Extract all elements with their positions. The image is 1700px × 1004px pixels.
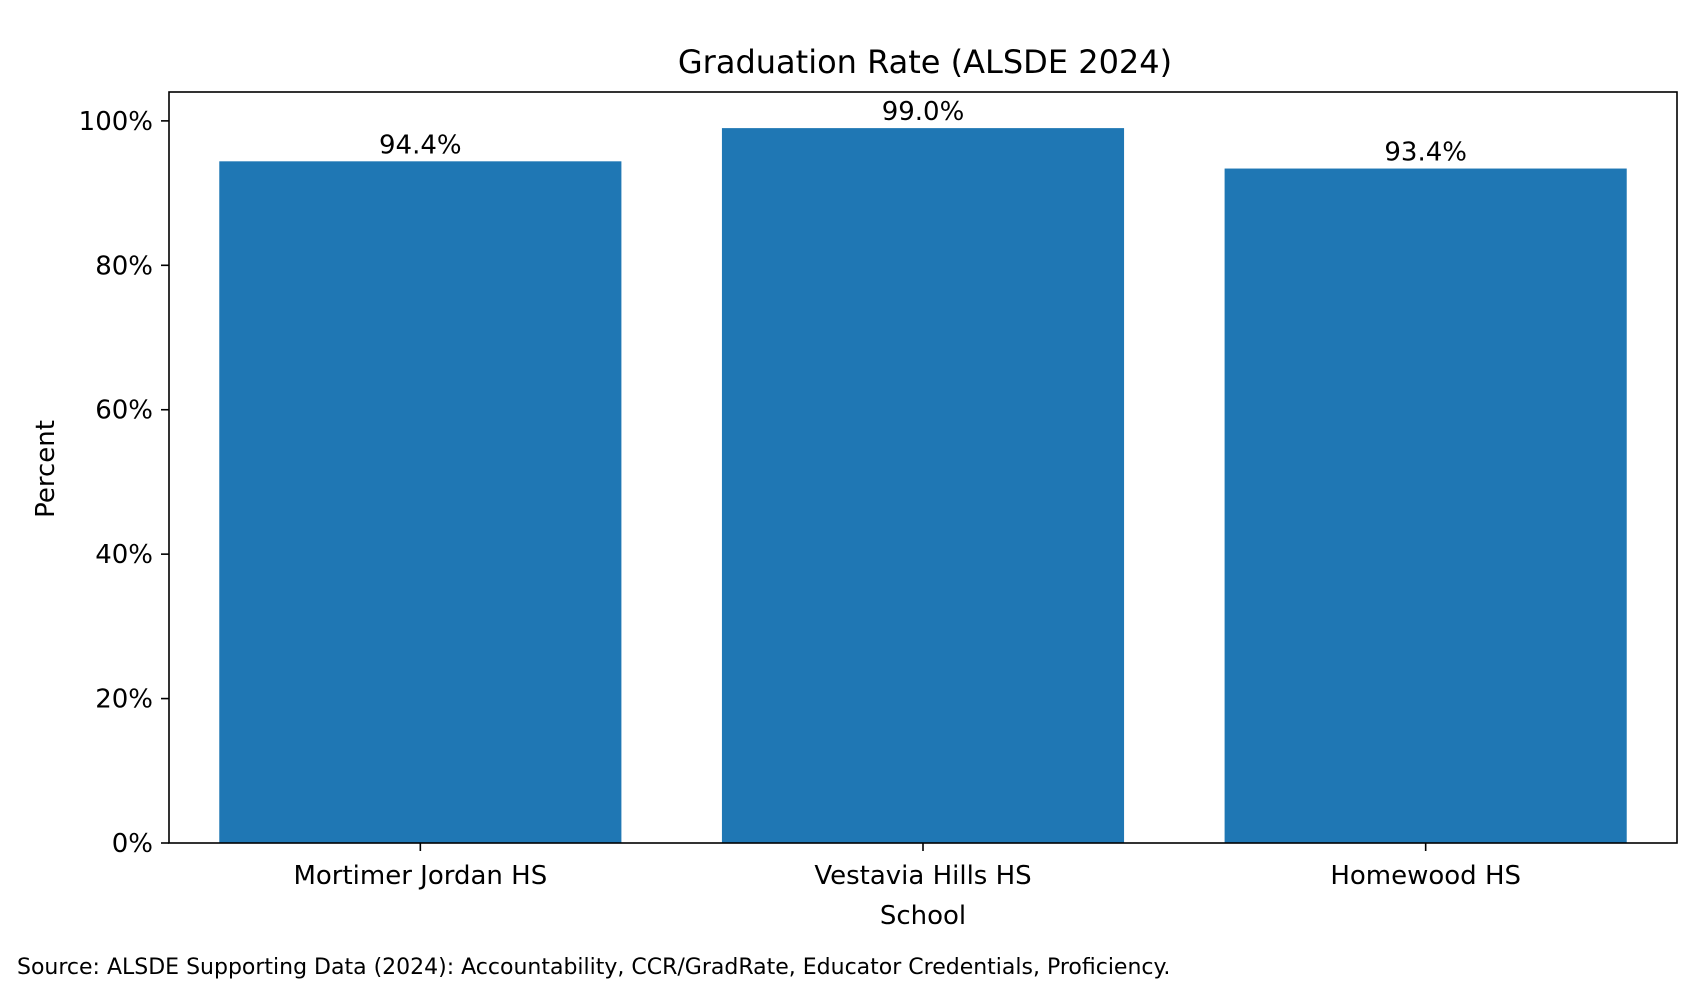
- bar-0: [219, 161, 622, 843]
- bars-layer: [219, 128, 1627, 844]
- y-tick-label-5: 100%: [79, 107, 153, 137]
- bar-1: [721, 128, 1125, 844]
- x-axis-label: School: [880, 901, 966, 931]
- source-note: Source: ALSDE Supporting Data (2024): Ac…: [17, 955, 1171, 980]
- y-axis: 0% 20% 40% 60% 80% 100%: [79, 107, 169, 859]
- bar-value-label-1: 99.0%: [882, 97, 965, 127]
- x-tick-label-2: Homewood HS: [1330, 861, 1521, 891]
- plot-frame: [168, 91, 1678, 844]
- x-tick-label-1: Vestavia Hills HS: [814, 861, 1031, 891]
- bar-value-label-2: 93.4%: [1384, 138, 1467, 168]
- y-tick-label-1: 20%: [95, 685, 153, 715]
- x-axis: Mortimer Jordan HS Vestavia Hills HS Homew…: [293, 843, 1521, 891]
- x-tick-label-0: Mortimer Jordan HS: [293, 861, 547, 891]
- y-tick-label-3: 60%: [95, 396, 153, 426]
- value-labels-layer: 94.4% 99.0% 93.4%: [379, 97, 1467, 167]
- y-tick-label-2: 40%: [95, 540, 153, 570]
- y-tick-label-4: 80%: [95, 251, 153, 281]
- chart-title: Graduation Rate (ALSDE 2024): [678, 43, 1172, 81]
- y-tick-label-0: 0%: [112, 829, 153, 859]
- bar-value-label-0: 94.4%: [379, 130, 462, 160]
- y-axis-label: Percent: [31, 420, 61, 518]
- bar-2: [1224, 168, 1627, 844]
